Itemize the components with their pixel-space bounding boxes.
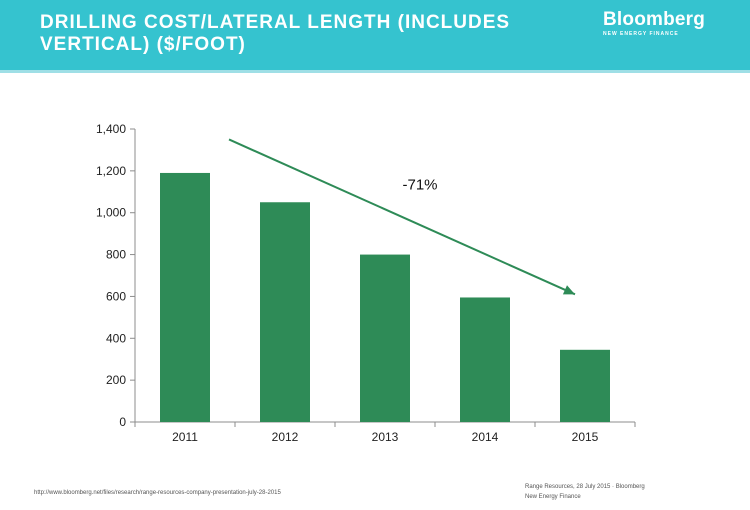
x-tick-label: 2014	[472, 430, 499, 444]
annotation-label: -71%	[402, 177, 437, 194]
footer-source-line-2: New Energy Finance	[525, 494, 581, 500]
bar-2013	[360, 254, 410, 422]
bar-2012	[260, 202, 310, 422]
trend-arrow-head	[562, 285, 575, 295]
chart-title-line-2: VERTICAL) ($/FOOT)	[40, 34, 246, 55]
y-tick-label: 1,000	[96, 206, 126, 220]
y-tick-label: 400	[106, 331, 126, 345]
y-tick-label: 800	[106, 248, 126, 262]
logo-wordmark: Bloomberg	[603, 9, 706, 30]
bloomberg-logo: Bloomberg NEW ENERGY FINANCE	[603, 10, 723, 38]
y-tick-label: 600	[106, 289, 126, 303]
y-tick-label: 200	[106, 373, 126, 387]
trend-arrow-line	[228, 138, 576, 296]
y-tick-label: 1,400	[96, 122, 126, 136]
x-tick-label: 2011	[172, 430, 198, 444]
footer-source-line-1: Range Resources, 28 July 2015 · Bloomber…	[525, 484, 645, 490]
chart-title-line-1: DRILLING COST/LATERAL LENGTH (INCLUDES	[40, 12, 511, 33]
bar-2011	[160, 172, 210, 422]
bar-2015	[560, 349, 610, 422]
header-bar: DRILLING COST/LATERAL LENGTH (INCLUDES V…	[0, 0, 750, 70]
y-tick-label: 1,200	[96, 164, 126, 178]
y-tick-label: 0	[119, 415, 126, 429]
chart-title: DRILLING COST/LATERAL LENGTH (INCLUDES V…	[40, 12, 560, 56]
x-tick-label: 2013	[372, 430, 399, 444]
x-tick-label: 2012	[272, 430, 299, 444]
header-stripe	[0, 70, 750, 73]
x-tick-label: 2015	[572, 430, 599, 444]
logo-subtitle: NEW ENERGY FINANCE	[603, 31, 679, 37]
footer-source: Range Resources, 28 July 2015 · Bloomber…	[525, 482, 725, 502]
bar-2014	[460, 297, 510, 422]
footer-source-url: http://www.bloomberg.net/files/research/…	[34, 490, 281, 496]
